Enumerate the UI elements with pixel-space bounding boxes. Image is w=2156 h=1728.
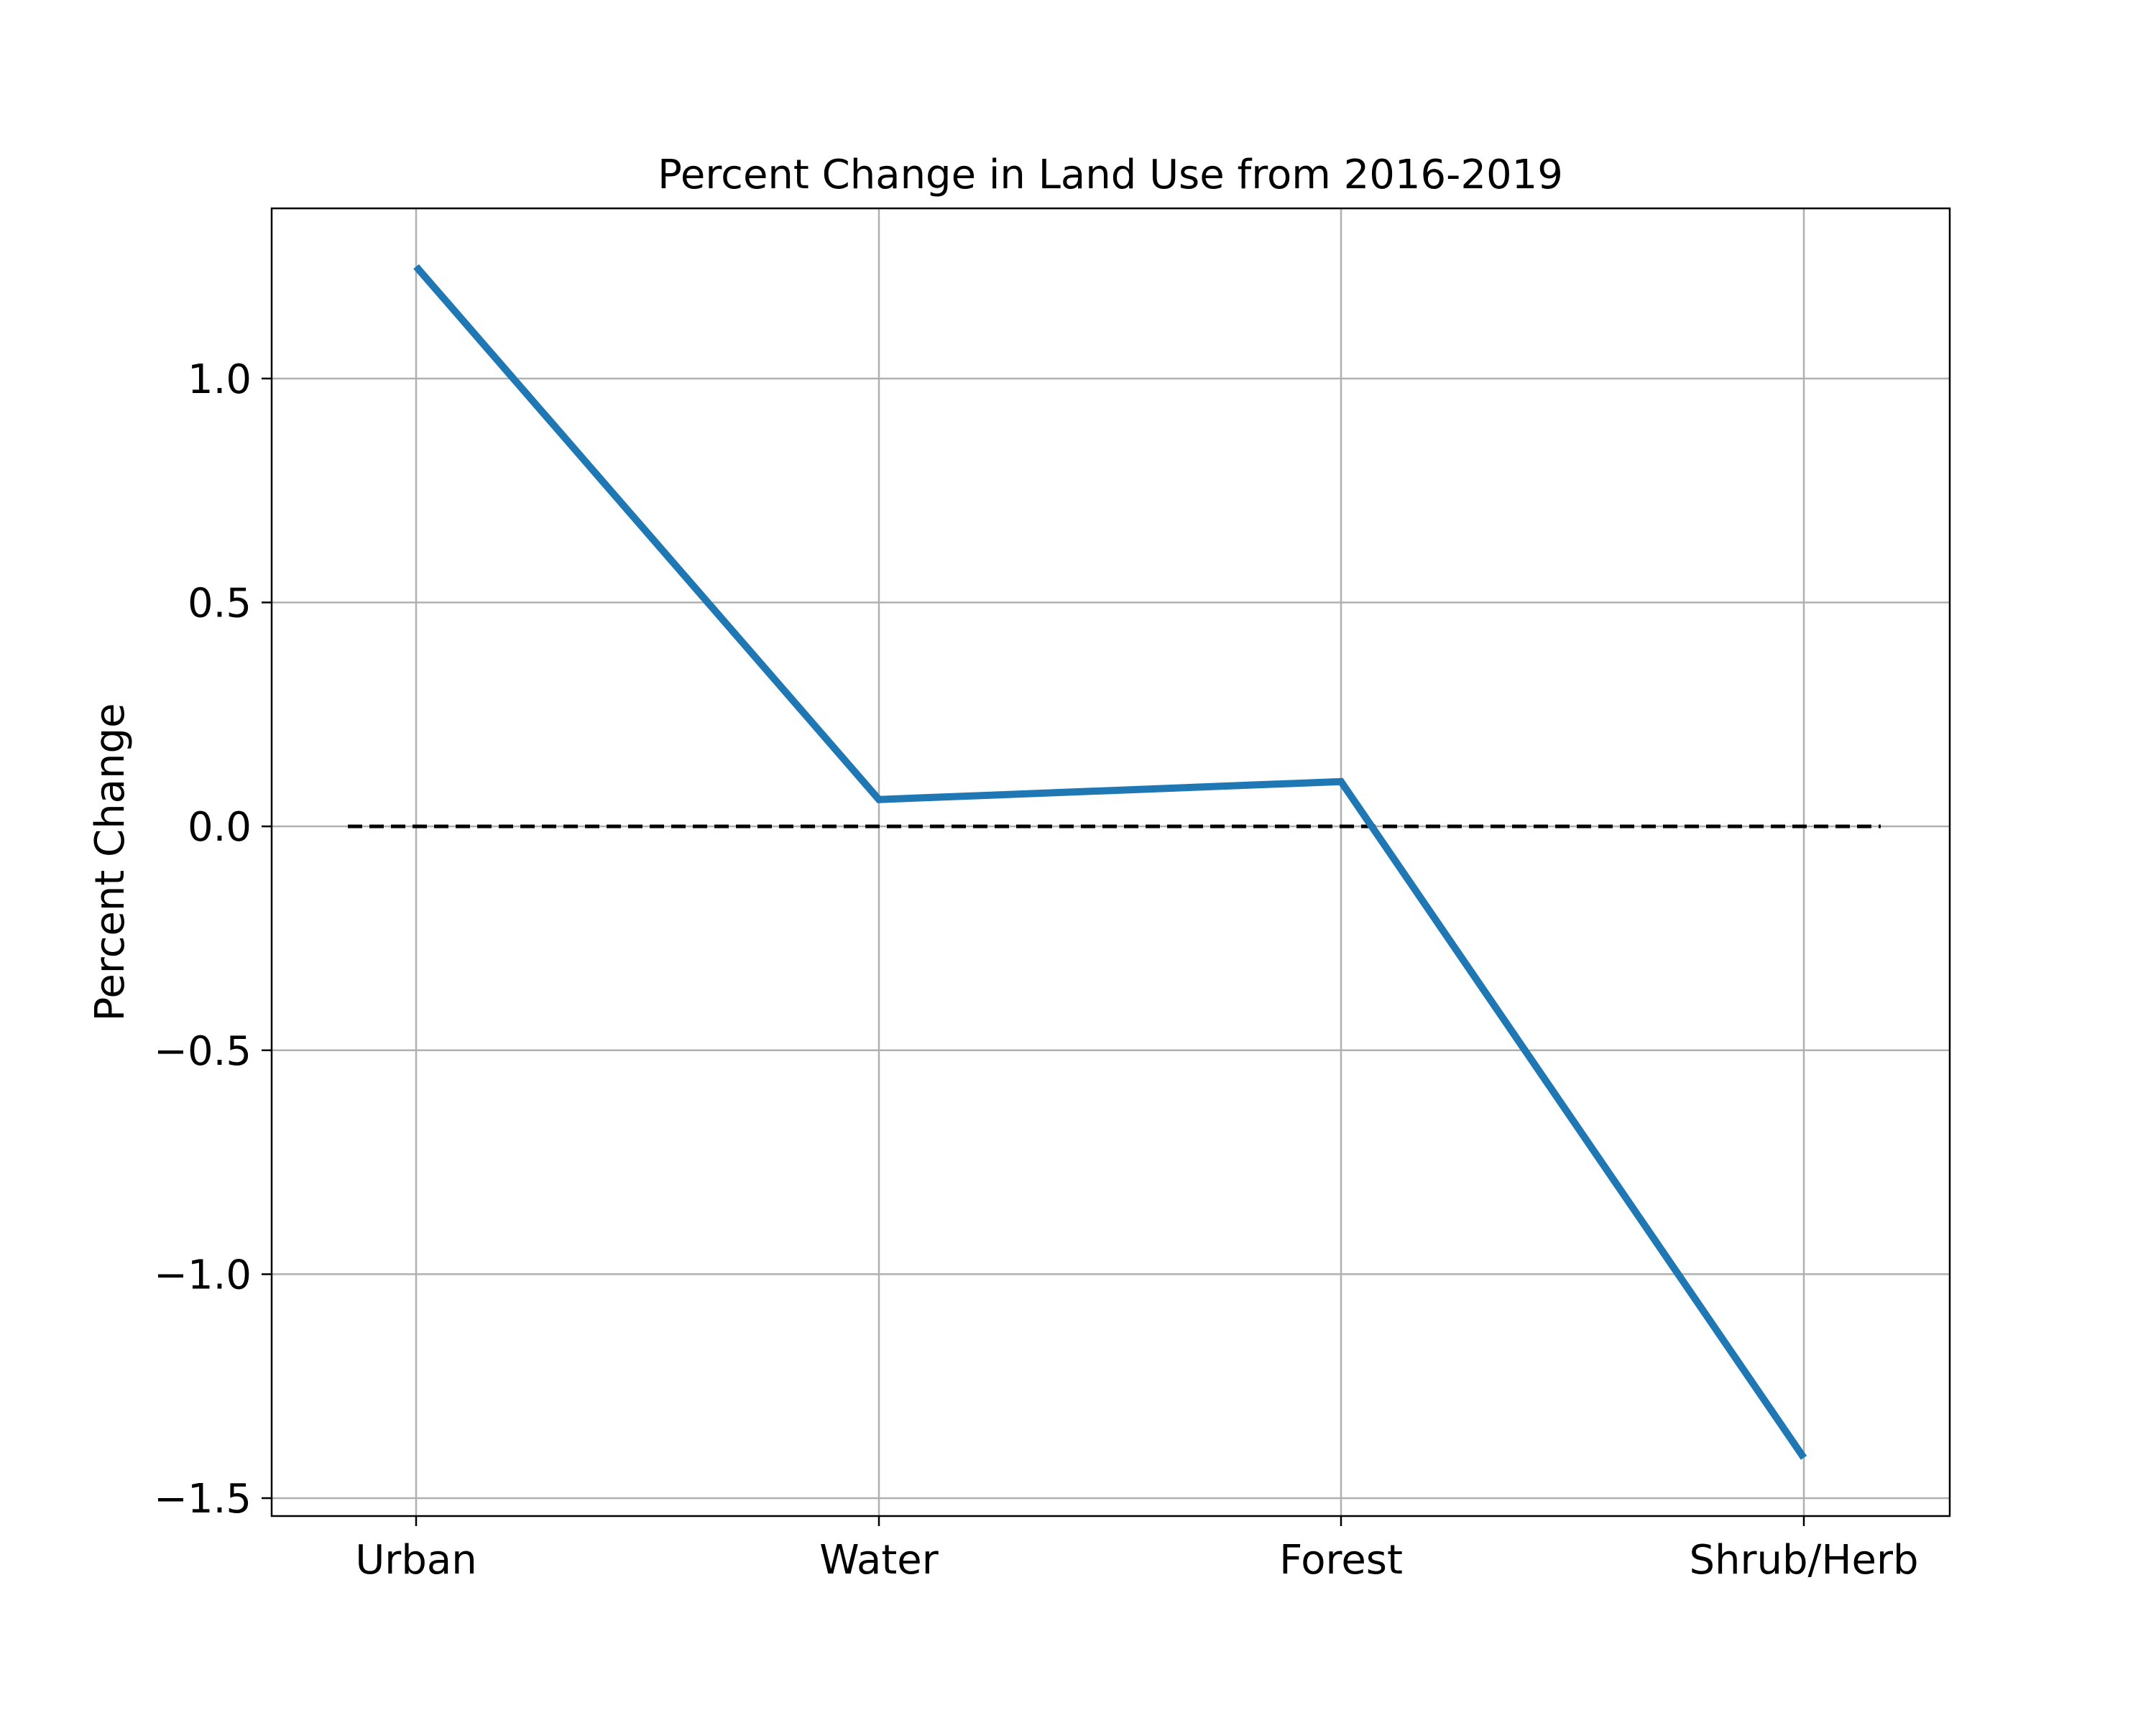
chart-title: Percent Change in Land Use from 2016-201… <box>658 152 1563 198</box>
x-tick-label: Water <box>819 1537 939 1584</box>
y-tick-label: 0.5 <box>188 580 252 627</box>
y-tick-label: −1.0 <box>154 1252 252 1298</box>
y-tick-label: −1.5 <box>154 1476 252 1523</box>
tick-layer: −1.5 −1.0 −0.5 0.0 0.5 1.0 Urban Water Forest Shr… <box>154 356 1919 1584</box>
series-layer <box>413 264 1807 1460</box>
y-tick-label: 1.0 <box>188 356 252 403</box>
y-tick-label: 0.0 <box>188 804 252 851</box>
y-axis-label: Percent Change <box>87 703 134 1022</box>
x-tick-label: Urban <box>355 1537 476 1584</box>
x-tick-label: Forest <box>1279 1537 1403 1584</box>
y-tick-label: −0.5 <box>154 1028 252 1075</box>
series-line-0 <box>413 264 1807 1460</box>
x-tick-label: Shrub/Herb <box>1689 1537 1918 1584</box>
axes-frame <box>270 207 1951 1517</box>
